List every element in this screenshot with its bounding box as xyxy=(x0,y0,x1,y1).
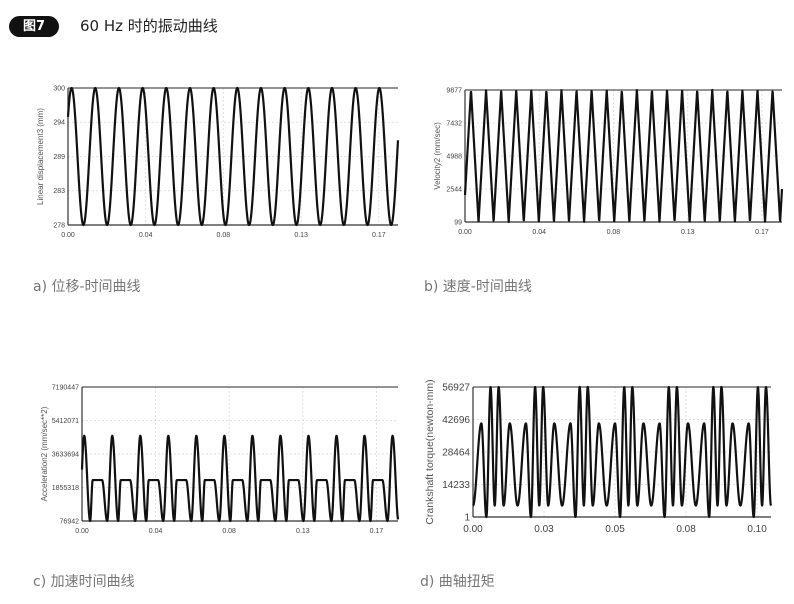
chart-acceleration: 0.00 0.04 0.08 0.13 0.17 76942 1855318 3633694 5… xyxy=(40,384,400,535)
chart-torque: 0.00 0.03 0.05 0.08 0.10 1 14233 28464 42696 5692… xyxy=(424,379,773,535)
y-tick-label: 1 xyxy=(464,513,470,524)
y-tick-label: 5412071 xyxy=(52,418,79,425)
y-tick-label: 76942 xyxy=(60,518,80,525)
x-tick-label: 0.13 xyxy=(681,229,695,236)
x-tick-label: 0.03 xyxy=(534,524,554,535)
x-tick-label: 0.13 xyxy=(296,528,310,535)
figure-badge: 图7 xyxy=(9,16,59,37)
y-tick-label: 4988 xyxy=(446,153,462,160)
y-tick-label: 99 xyxy=(454,219,462,226)
y-tick-label: 56927 xyxy=(442,383,470,394)
series-line-displacement xyxy=(66,86,400,227)
x-tick-label: 0.05 xyxy=(605,524,625,535)
series-line-acceleration xyxy=(80,434,400,523)
y-axis-label: Velocity2 (mm/sec) xyxy=(433,122,442,190)
x-tick-label: 0.04 xyxy=(532,229,546,236)
x-tick-label: 0.04 xyxy=(139,232,153,239)
chart-velocity: 0.00 0.04 0.08 0.13 0.17 99 2544 4988 7432 9877 Ve… xyxy=(433,87,784,236)
y-tick-label: 283 xyxy=(53,188,65,195)
caption-b: b) 速度-时间曲线 xyxy=(424,279,532,295)
x-tick-label: 0.08 xyxy=(222,528,236,535)
y-tick-label: 300 xyxy=(53,85,65,92)
y-tick-label: 14233 xyxy=(442,480,470,491)
series-line-velocity xyxy=(463,88,784,223)
y-tick-label: 278 xyxy=(53,222,65,229)
x-tick-label: 0.17 xyxy=(372,232,386,239)
x-tick-label: 0.10 xyxy=(747,524,767,535)
y-axis-label: Acceleration2 (mm/sec**2) xyxy=(40,406,49,501)
x-tick-label: 0.17 xyxy=(755,229,769,236)
y-tick-label: 42696 xyxy=(442,415,470,426)
x-tick-label: 0.08 xyxy=(676,524,696,535)
y-tick-label: 294 xyxy=(53,120,65,127)
y-axis-label: Crankshaft torque(newton-mm) xyxy=(424,379,436,524)
x-tick-label: 0.00 xyxy=(458,229,472,236)
chart-displacement: 0.00 0.04 0.08 0.13 0.17 278 283 289 294 300 Linea… xyxy=(36,85,400,239)
caption-d: d) 曲轴扭矩 xyxy=(420,574,495,590)
x-tick-label: 0.04 xyxy=(149,528,163,535)
y-tick-label: 28464 xyxy=(442,448,470,459)
y-tick-label: 7432 xyxy=(446,120,462,127)
x-tick-label: 0.00 xyxy=(75,528,89,535)
y-tick-label: 7190447 xyxy=(52,384,79,391)
y-tick-label: 1855318 xyxy=(52,485,79,492)
y-axis-label: Linear displacement3 (mm) xyxy=(36,108,45,205)
figure-title: 60 Hz 时的振动曲线 xyxy=(80,17,218,35)
x-tick-label: 0.13 xyxy=(294,232,308,239)
x-tick-label: 0.08 xyxy=(607,229,621,236)
x-tick-label: 0.00 xyxy=(61,232,75,239)
y-tick-label: 2544 xyxy=(446,186,462,193)
series-line-torque xyxy=(472,385,773,519)
caption-c: c) 加速时间曲线 xyxy=(33,574,135,590)
x-tick-label: 0.17 xyxy=(370,528,384,535)
x-tick-label: 0.08 xyxy=(217,232,231,239)
y-tick-label: 9877 xyxy=(446,87,462,94)
y-tick-label: 289 xyxy=(53,154,65,161)
y-tick-label: 3633694 xyxy=(52,451,79,458)
x-tick-label: 0.00 xyxy=(463,524,483,535)
caption-a: a) 位移-时间曲线 xyxy=(33,279,141,295)
